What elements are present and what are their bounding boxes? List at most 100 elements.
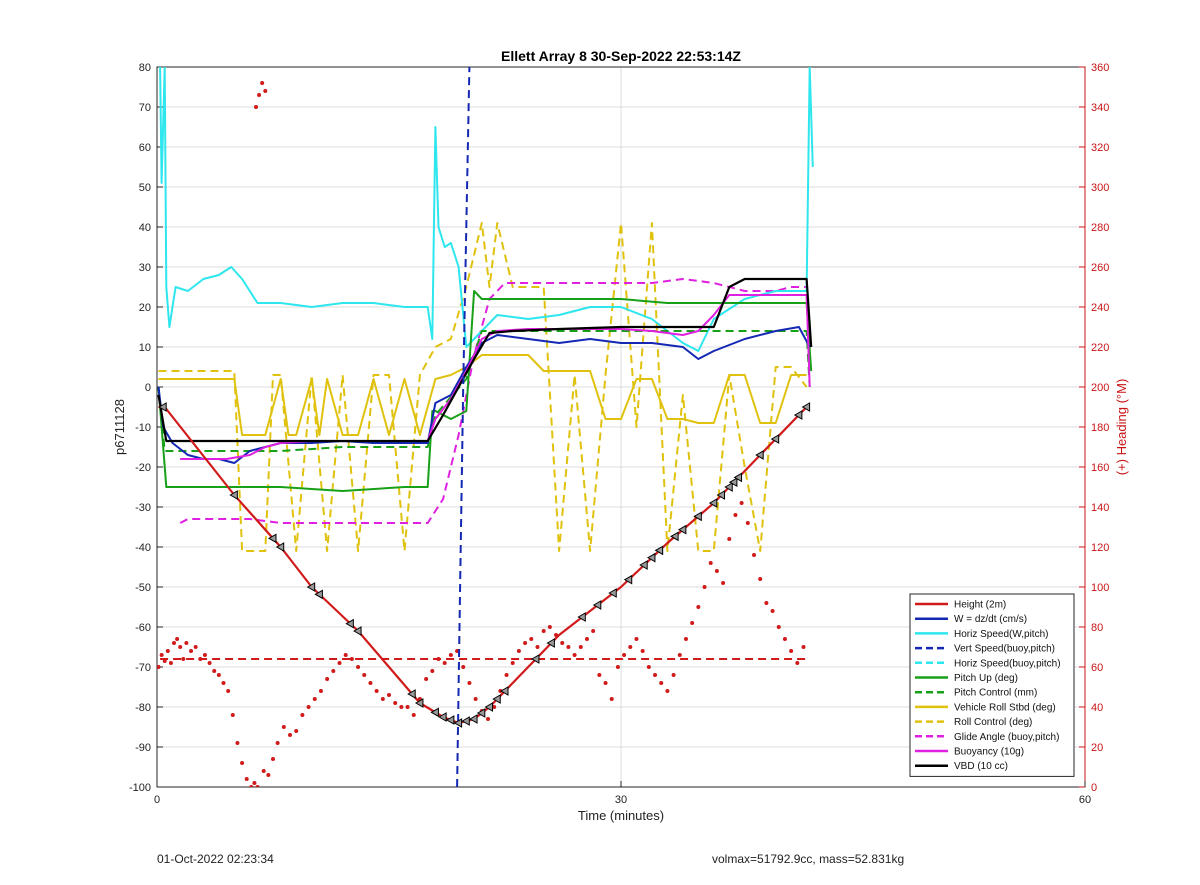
heading-point (591, 629, 596, 633)
y-tick-label: -30 (135, 502, 151, 514)
y-tick-label: 50 (139, 182, 151, 194)
x-tick-label: 30 (615, 794, 627, 806)
heading-point (764, 601, 769, 605)
heading-point (516, 649, 521, 653)
heading-point (193, 645, 198, 649)
height-marker (275, 542, 285, 552)
heading-point (430, 669, 435, 673)
y2-tick-label: 40 (1091, 702, 1103, 714)
heading-point (789, 649, 794, 653)
legend: Height (2m) W = dz/dt (cm/s) Horiz Speed(W… (909, 593, 1075, 777)
legend-label: Horiz Speed(buoy,pitch) (954, 658, 1061, 669)
heading-point (312, 697, 317, 701)
heading-point (467, 681, 472, 685)
heading-point (260, 81, 265, 85)
heading-point (801, 645, 806, 649)
heading-point (337, 661, 342, 665)
heading-point (244, 777, 249, 781)
y2-tick-label: 60 (1091, 662, 1103, 674)
heading-point (671, 673, 676, 677)
heading-point (485, 717, 490, 721)
y-tick-label: 60 (139, 142, 151, 154)
heading-point (572, 653, 577, 657)
heading-point (640, 649, 645, 653)
heading-point (690, 621, 695, 625)
heading-point (492, 705, 497, 709)
heading-point (399, 705, 404, 709)
heading-point (288, 733, 293, 737)
heading-point (387, 693, 391, 697)
heading-point (255, 785, 260, 787)
y2-tick-label: 180 (1091, 422, 1109, 434)
height-marker (670, 531, 679, 542)
heading-point (393, 701, 398, 705)
heading-point (189, 649, 194, 653)
height-marker (229, 490, 238, 500)
y-tick-label: 20 (139, 302, 151, 314)
height-marker (639, 560, 648, 570)
heading-point (331, 669, 336, 673)
y-tick-label: -60 (135, 622, 151, 634)
heading-point (249, 785, 254, 787)
height-marker (407, 689, 416, 699)
heading-point (306, 705, 311, 709)
heading-point (702, 585, 707, 589)
heading-point (523, 641, 528, 645)
heading-point (745, 521, 750, 525)
heading-point (727, 537, 732, 541)
heading-point (368, 681, 373, 685)
series-line (180, 294, 811, 460)
heading-point (266, 773, 271, 777)
heading-point (318, 689, 323, 693)
heading-point (603, 681, 608, 685)
height-marker (646, 552, 656, 563)
heading-point (733, 513, 738, 517)
heading-point (770, 609, 775, 613)
heading-point (653, 673, 658, 677)
series-line (158, 354, 807, 436)
heading-point (240, 761, 245, 765)
chart-title: Ellett Array 8 30-Sep-2022 22:53:14Z (501, 48, 741, 64)
heading-point (752, 553, 757, 557)
heading-point (252, 781, 257, 785)
y2-tick-label: 140 (1091, 502, 1109, 514)
heading-point (473, 697, 478, 701)
heading-point (175, 637, 180, 641)
y2-tick-label: 280 (1091, 222, 1109, 234)
y-tick-label: -100 (129, 782, 151, 794)
heading-point (628, 645, 633, 649)
y-tick-label: -90 (135, 742, 151, 754)
y-tick-label: -40 (135, 542, 151, 554)
heading-point (221, 681, 226, 685)
heading-point (683, 637, 688, 641)
heading-point (547, 625, 552, 629)
heading-point (178, 645, 183, 649)
height-marker (623, 574, 633, 585)
heading-point (181, 657, 186, 661)
height-marker (728, 477, 738, 488)
heading-point (529, 637, 534, 641)
height-marker (530, 654, 540, 664)
legend-label: W = dz/dt (cm/s) (954, 614, 1027, 625)
series-layer (157, 67, 814, 787)
height-marker (677, 524, 687, 535)
height-marker (306, 582, 316, 592)
heading-point (325, 677, 330, 681)
heading-point (275, 741, 280, 745)
heading-point (168, 661, 173, 665)
series-line (159, 67, 814, 352)
heading-point (659, 681, 664, 685)
heading-point (184, 641, 189, 645)
height-marker (755, 450, 764, 460)
heading-point (263, 89, 268, 93)
heading-point (261, 769, 266, 773)
series-line (158, 222, 808, 552)
heading-point (165, 649, 170, 653)
heading-point (597, 673, 602, 677)
x-tick-label: 0 (154, 794, 160, 806)
heading-point (696, 605, 701, 609)
heading-point (424, 677, 429, 681)
height-marker (476, 708, 486, 718)
heading-point (721, 581, 726, 585)
